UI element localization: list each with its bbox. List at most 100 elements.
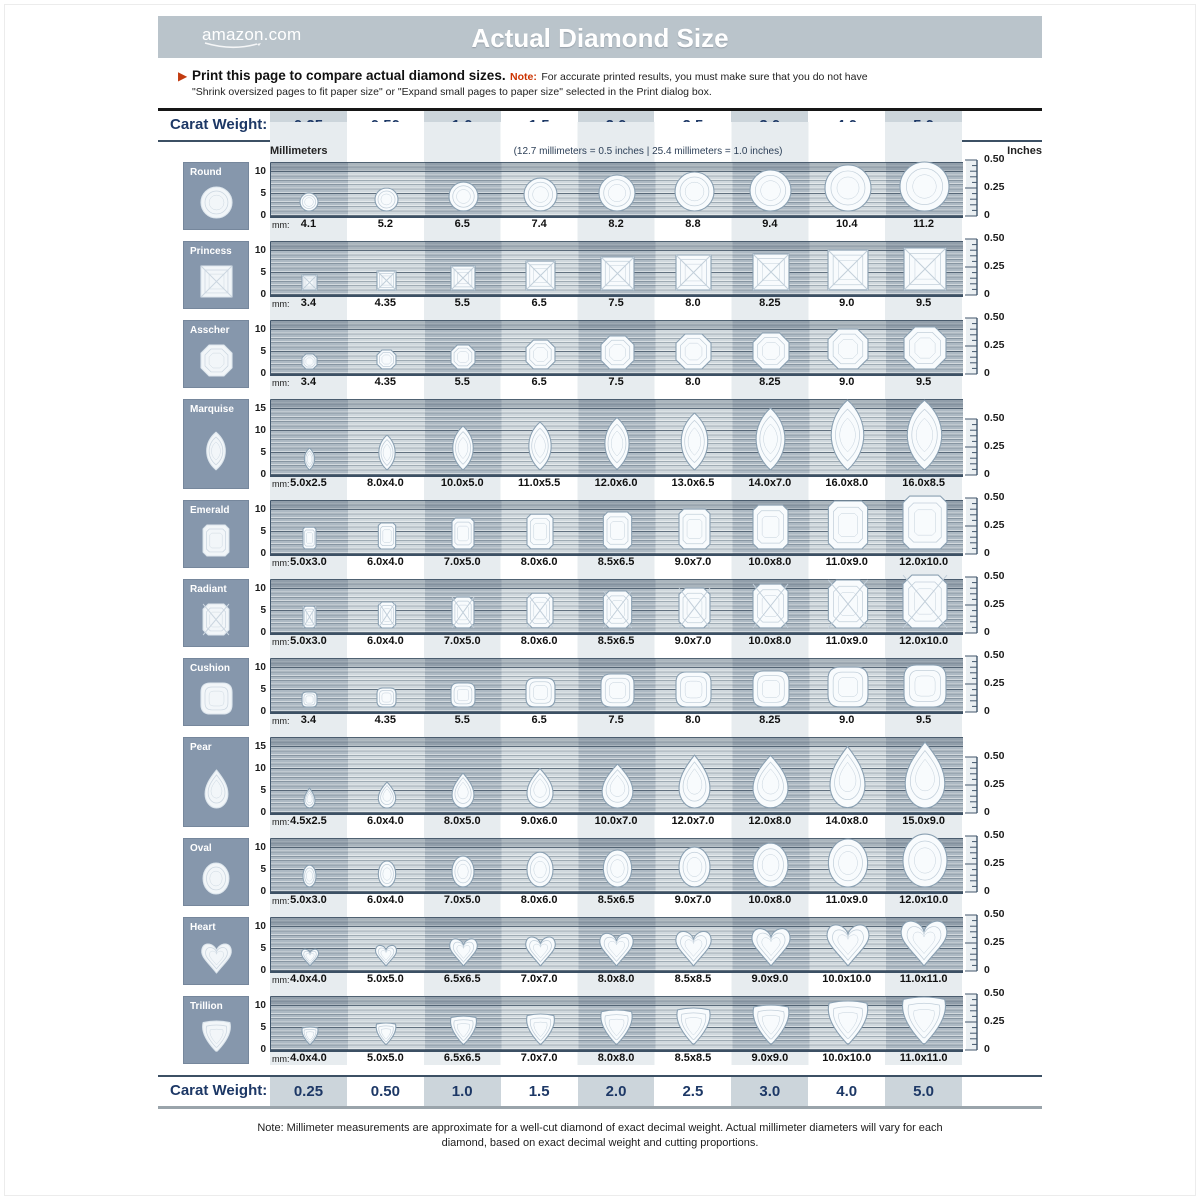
mm-axis-tick: 5	[260, 188, 266, 199]
mm-value: 6.0x4.0	[366, 894, 404, 906]
pear-stone	[752, 754, 789, 814]
marquise-stone	[527, 421, 553, 476]
mm-value: 10.0x10.0	[822, 1052, 872, 1064]
carat-weight-value: 5.0	[885, 1077, 963, 1106]
mm-value: 4.1	[300, 218, 317, 230]
inch-tick-label: 0	[984, 1043, 990, 1055]
mm-axis-tick: 0	[260, 706, 266, 717]
carat-weight-value: 2.5	[682, 1083, 704, 1100]
emerald-stone	[602, 511, 633, 555]
mm-value: 4.5x2.5	[290, 815, 327, 827]
inches-ruler	[964, 317, 979, 380]
emerald-stone	[526, 513, 554, 555]
shape-row-asscher: Asscher 10 5 0 mm: 3.4 4.35 5.5 6.5 7.5 8.0 8.25 9…	[158, 311, 1042, 389]
mm-value: 5.0x5.0	[366, 1052, 404, 1064]
mm-values-row: mm: 3.4 4.35 5.5 6.5 7.5 8.0 8.25 9.0 9.5	[158, 713, 1042, 728]
inch-tick-label: 0	[984, 885, 990, 897]
mm-value: 12.0x7.0	[671, 815, 715, 827]
mm-prefix: mm:	[272, 975, 290, 985]
band-top-shade	[271, 242, 963, 251]
cushion-stone	[903, 664, 947, 713]
millimeters-label: Millimeters	[270, 145, 328, 157]
inch-tick-label: 0.25	[984, 677, 1005, 689]
mm-values-row: mm: 5.0x2.5 8.0x4.0 10.0x5.0 11.0x5.5 12.0x6.…	[158, 476, 1042, 491]
princess-stone	[752, 253, 790, 296]
inch-tick-label: 0.25	[984, 339, 1005, 351]
mm-value: 5.0x5.0	[366, 973, 404, 985]
mm-value: 5.0x3.0	[290, 894, 327, 906]
mm-value: 7.0x5.0	[443, 894, 481, 906]
mm-value: 9.0x7.0	[674, 556, 712, 568]
oval-stone	[377, 860, 397, 893]
round-stone	[749, 169, 792, 217]
carat-weight-value: 0.50	[370, 1083, 400, 1100]
asscher-stone	[675, 333, 712, 375]
asscher-stone	[376, 349, 397, 375]
inch-tick-label: 0.50	[984, 232, 1005, 244]
mm-axis-tick: 5	[260, 526, 266, 537]
heart-stone	[750, 925, 792, 972]
marquise-stone	[451, 425, 475, 476]
emerald-stone	[752, 504, 789, 555]
asscher-stone	[599, 335, 635, 375]
mm-value: 8.0x5.0	[443, 815, 481, 827]
oval-stone	[902, 833, 948, 893]
inch-tick-label: 0.50	[984, 311, 1005, 323]
oval-stone	[752, 842, 789, 893]
bullet-arrow-icon: ▶	[178, 69, 188, 83]
mm-value: 7.0x7.0	[520, 1052, 558, 1064]
band-top-shade	[271, 918, 963, 927]
inches-ruler	[964, 756, 979, 819]
mm-value: 8.8	[685, 218, 701, 230]
marquise-stone	[905, 399, 944, 476]
shape-row-emerald: Emerald 10 5 0 mm: 5.0x3.0 6.0x4.0 7.0x5.0 8.0…	[158, 491, 1042, 569]
mm-value: 8.5x8.5	[674, 1052, 712, 1064]
band-top-shade	[271, 580, 963, 589]
oval-stone	[827, 838, 869, 893]
round-stone	[523, 177, 558, 217]
inch-tick-label: 0.50	[984, 153, 1005, 165]
mm-value: 3.4	[300, 297, 317, 309]
cushion-stone	[301, 691, 318, 713]
band-top-shade	[271, 997, 963, 1006]
radiant-stone	[451, 596, 475, 634]
mm-value: 10.0x7.0	[594, 815, 638, 827]
band-top-shade	[271, 659, 963, 668]
mm-value: 15.0x9.0	[902, 815, 946, 827]
mm-axis-tick: 5	[260, 267, 266, 278]
print-instructions-text1: For accurate printed results, you must m…	[541, 71, 868, 83]
inches-ruler	[964, 835, 979, 898]
mm-value: 8.25	[759, 297, 781, 309]
radiant-stone	[377, 601, 397, 634]
shape-name: Asscher	[190, 325, 230, 336]
mm-value: 5.5	[454, 297, 470, 309]
mm-value: 8.5x6.5	[597, 894, 635, 906]
band-top-shade	[271, 400, 963, 409]
inches-ruler	[964, 497, 979, 560]
shape-name: Marquise	[190, 404, 234, 415]
mm-grid-band	[270, 737, 963, 815]
shape-row-radiant: Radiant 10 5 0 mm: 5.0x3.0 6.0x4.0 7.0x5.0 8.0…	[158, 570, 1042, 648]
mm-value: 6.0x4.0	[366, 815, 404, 827]
shape-label-round: Round	[183, 162, 249, 230]
princess-stone	[903, 247, 947, 296]
shape-name: Heart	[190, 922, 216, 933]
asscher-stone	[525, 339, 556, 375]
emerald-stone	[677, 508, 711, 555]
mm-axis-tick: 5	[260, 684, 266, 695]
inch-tick-label: 0	[984, 209, 990, 221]
print-instructions-text2: "Shrink oversized pages to fit paper siz…	[192, 86, 712, 98]
print-note-label: Note:	[510, 71, 537, 83]
mm-value: 6.5x6.5	[443, 973, 481, 985]
mm-value: 8.0	[685, 297, 701, 309]
inch-tick-label: 0.25	[984, 936, 1005, 948]
mm-value: 4.35	[374, 714, 397, 726]
band-top-shade	[271, 501, 963, 510]
mm-prefix: mm:	[272, 1054, 290, 1064]
inch-tick-label: 0.50	[984, 750, 1005, 762]
trillion-stone	[899, 996, 949, 1051]
mm-value: 11.2	[913, 218, 935, 230]
inch-tick-label: 0.50	[984, 908, 1005, 920]
princess-stone	[301, 274, 318, 296]
inch-tick-label: 0	[984, 367, 990, 379]
